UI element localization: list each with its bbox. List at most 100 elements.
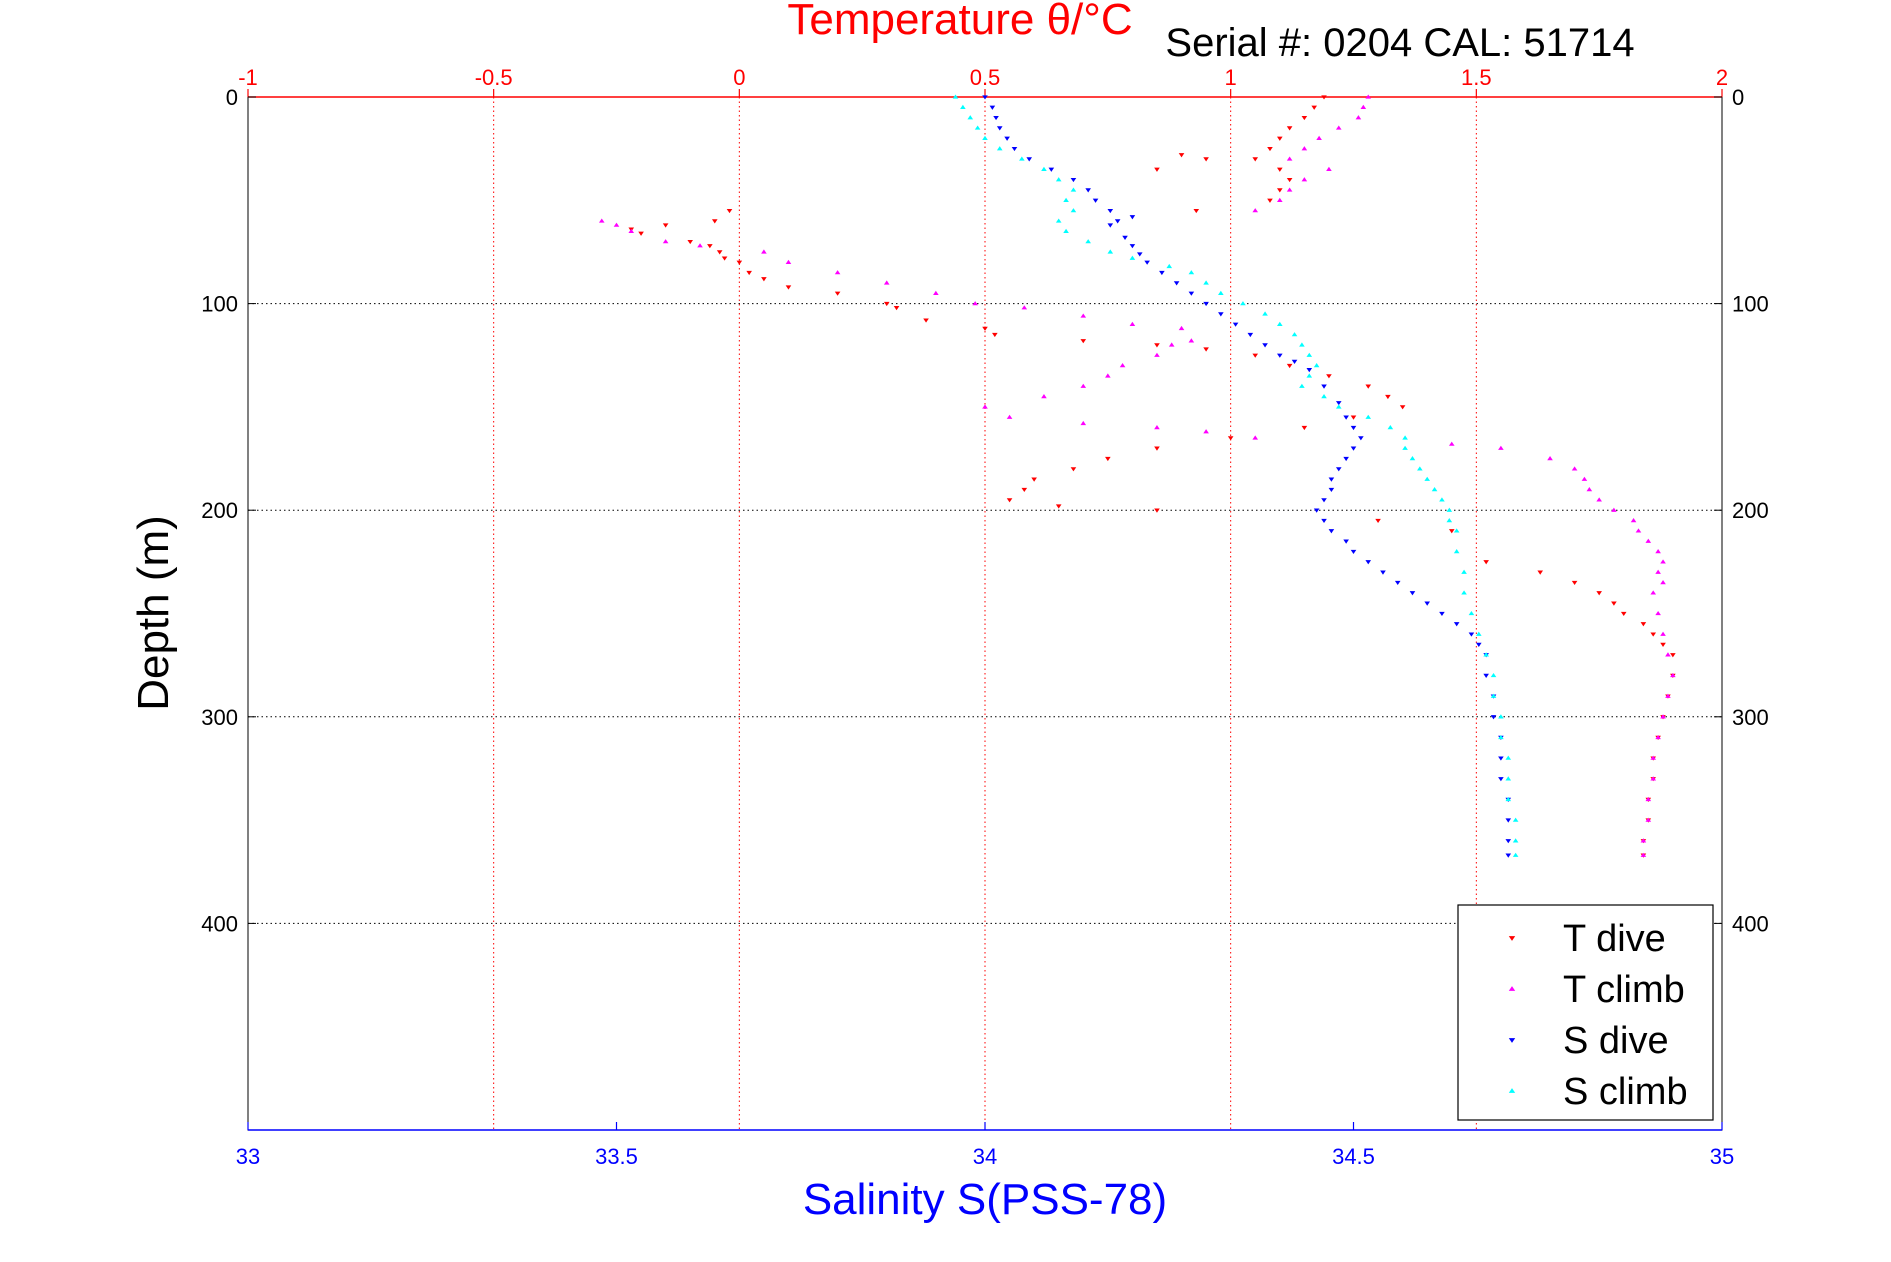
data-point <box>1041 394 1047 399</box>
depth-tick-label-right: 300 <box>1732 705 1769 730</box>
data-point <box>1129 244 1136 249</box>
data-point <box>1335 404 1342 409</box>
data-point <box>1203 347 1209 352</box>
depth-tick-label-left: 0 <box>226 85 238 110</box>
data-point <box>1328 487 1335 493</box>
data-point <box>1252 208 1259 213</box>
data-point <box>1262 311 1268 316</box>
data-point <box>1154 343 1160 348</box>
data-point <box>1498 777 1504 782</box>
data-point <box>1080 339 1087 344</box>
data-point <box>1277 353 1283 358</box>
data-point <box>1645 538 1652 543</box>
data-point <box>1178 325 1185 331</box>
data-point <box>1660 642 1666 648</box>
data-point <box>1122 235 1128 241</box>
data-point <box>1505 776 1512 781</box>
data-point <box>1453 622 1460 627</box>
data-point <box>1596 497 1602 502</box>
temperature-tick-label: -0.5 <box>475 65 513 90</box>
data-point <box>1321 384 1327 389</box>
data-point <box>1306 368 1313 373</box>
data-point <box>952 94 959 99</box>
data-point <box>1277 167 1283 172</box>
data-point <box>982 326 988 331</box>
temperature-tick-label: -1 <box>238 65 258 90</box>
salinity-tick-label: 35 <box>1710 1144 1734 1169</box>
data-point <box>1645 796 1652 802</box>
data-point <box>1655 549 1661 554</box>
data-point <box>1262 343 1268 348</box>
data-point <box>716 250 723 255</box>
data-point <box>1620 611 1627 617</box>
data-point <box>1299 342 1305 347</box>
legend-label-t-dive: T dive <box>1563 918 1666 960</box>
series-t-climb <box>598 94 1676 857</box>
legend-marker-t-climb <box>1508 986 1516 991</box>
data-point <box>1512 852 1519 857</box>
data-point <box>1203 429 1209 434</box>
legend-marker-s-climb <box>1508 1088 1516 1093</box>
data-point <box>1660 714 1666 719</box>
data-point <box>1321 518 1327 524</box>
temperature-tick-label: 0 <box>733 65 745 90</box>
data-point <box>1365 414 1372 419</box>
data-point <box>736 260 743 265</box>
data-point <box>1402 445 1408 450</box>
data-point <box>1004 136 1010 141</box>
data-point <box>1375 518 1381 524</box>
salinity-tick-label: 33.5 <box>595 1144 638 1169</box>
data-point <box>1399 405 1406 410</box>
data-point <box>1448 441 1455 446</box>
data-point <box>1080 420 1087 426</box>
data-point <box>883 301 890 307</box>
data-point <box>1335 467 1342 472</box>
data-point <box>1655 610 1661 616</box>
data-point <box>1453 528 1460 533</box>
data-point <box>1252 353 1259 358</box>
data-point <box>1188 270 1195 275</box>
data-point <box>1144 260 1150 265</box>
data-point <box>1114 219 1121 224</box>
data-point <box>1129 321 1136 326</box>
data-point <box>933 290 939 295</box>
data-point <box>1063 197 1069 202</box>
data-point <box>662 223 669 228</box>
serial-cal-label: Serial #: 0204 CAL: 51714 <box>1165 21 1634 65</box>
data-point <box>1178 153 1185 158</box>
data-point <box>967 115 974 120</box>
salinity-tick-label: 34.5 <box>1332 1144 1375 1169</box>
depth-tick-label-left: 200 <box>201 498 238 523</box>
data-point <box>1505 853 1512 858</box>
data-point <box>1586 487 1593 492</box>
data-point <box>1581 476 1588 481</box>
data-point <box>1446 507 1453 512</box>
data-point <box>1498 445 1504 450</box>
data-point <box>1313 363 1320 368</box>
data-point <box>1461 569 1467 574</box>
data-point <box>1006 414 1013 419</box>
data-point <box>1640 852 1647 857</box>
data-point <box>1645 817 1652 822</box>
data-point <box>1080 313 1087 318</box>
data-point <box>1107 208 1114 214</box>
data-point <box>1021 305 1028 310</box>
data-point <box>1490 715 1497 720</box>
data-point <box>1286 187 1293 192</box>
data-point <box>1119 363 1126 368</box>
data-point <box>989 105 996 110</box>
data-point <box>974 125 981 130</box>
data-point <box>726 208 733 214</box>
data-point <box>613 222 620 227</box>
depth-tick-label-right: 200 <box>1732 498 1769 523</box>
data-point <box>1630 518 1637 523</box>
data-point <box>1218 312 1224 317</box>
data-point <box>1203 157 1209 162</box>
data-point <box>1188 291 1195 296</box>
data-point <box>1547 456 1553 461</box>
data-point <box>1350 415 1357 420</box>
data-point <box>1154 508 1160 513</box>
data-point <box>893 306 900 311</box>
data-point <box>1439 611 1445 617</box>
data-point <box>1505 818 1512 823</box>
